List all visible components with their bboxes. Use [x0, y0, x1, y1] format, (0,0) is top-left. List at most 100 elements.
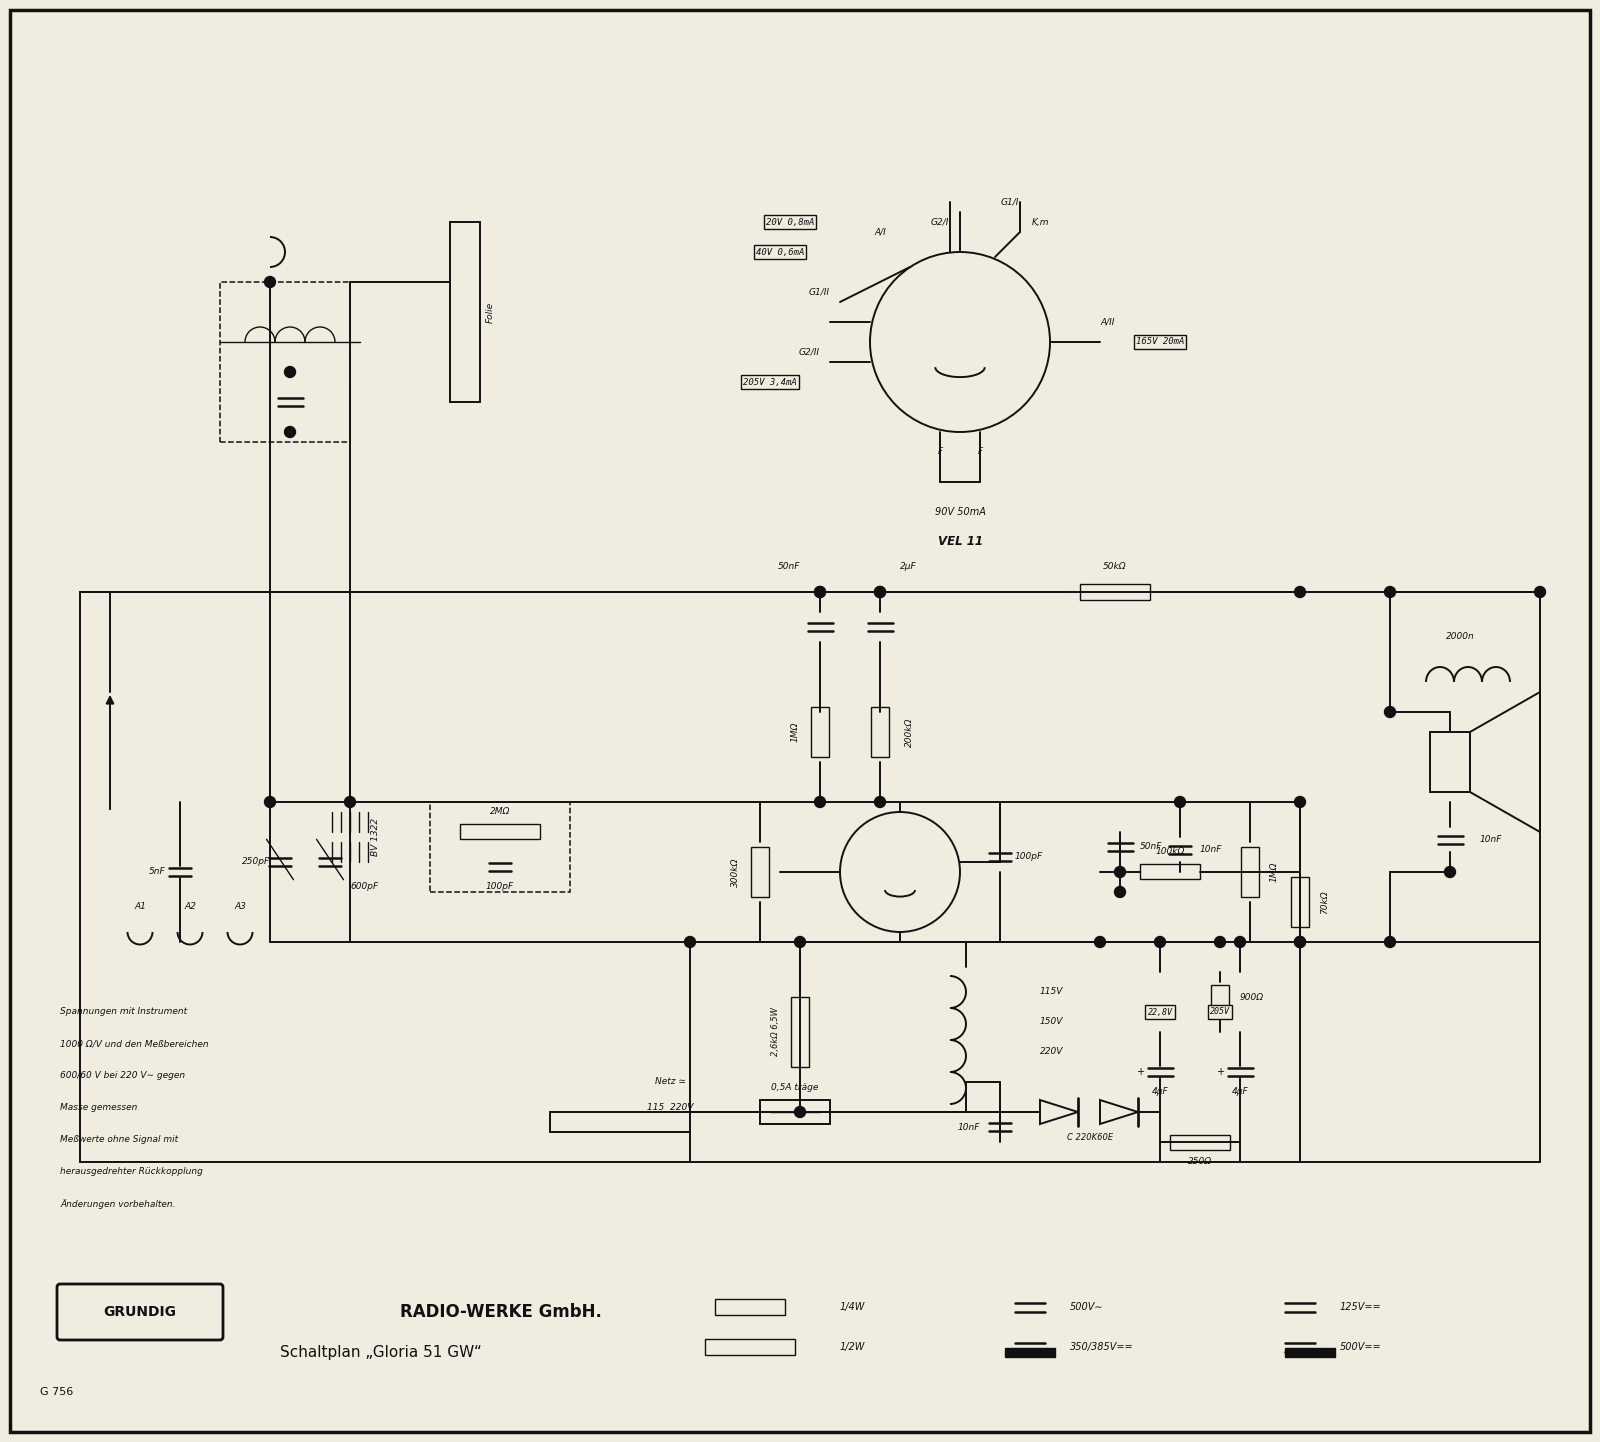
Text: 90V 50mA: 90V 50mA: [934, 508, 986, 518]
Text: A3: A3: [234, 903, 246, 911]
Text: 40V 0,6mA: 40V 0,6mA: [755, 248, 805, 257]
Text: 4µF: 4µF: [1152, 1087, 1168, 1096]
Text: 165V 20mA: 165V 20mA: [1136, 337, 1184, 346]
Circle shape: [875, 587, 885, 597]
Text: K,m: K,m: [1032, 218, 1048, 226]
Polygon shape: [1470, 692, 1539, 832]
Text: herausgedrehter Rückkopplung: herausgedrehter Rückkopplung: [61, 1168, 203, 1177]
Text: VEL 11: VEL 11: [938, 535, 982, 548]
Text: 100pF: 100pF: [1014, 852, 1043, 861]
Circle shape: [1094, 936, 1106, 947]
Text: F: F: [978, 447, 982, 457]
Circle shape: [1294, 936, 1306, 947]
Text: 500V==: 500V==: [1341, 1343, 1382, 1353]
Text: 10nF: 10nF: [958, 1122, 979, 1132]
Text: 50nF: 50nF: [778, 562, 800, 571]
Bar: [1285, 1348, 1334, 1357]
Circle shape: [1115, 867, 1125, 878]
Text: G1/I: G1/I: [1002, 198, 1019, 206]
Text: A1: A1: [134, 903, 146, 911]
Text: 50kΩ: 50kΩ: [1102, 562, 1126, 571]
Text: +: +: [1138, 1067, 1146, 1077]
Bar: [1211, 985, 1229, 1009]
Bar: [750, 846, 770, 897]
Bar: [790, 996, 810, 1067]
Text: 50nF: 50nF: [1139, 842, 1162, 851]
Circle shape: [685, 936, 696, 947]
Circle shape: [814, 796, 826, 808]
Text: 600/60 V bei 220 V∼ gegen: 600/60 V bei 220 V∼ gegen: [61, 1071, 186, 1080]
Text: 4µF: 4µF: [1232, 1087, 1248, 1096]
Circle shape: [285, 366, 296, 378]
Circle shape: [814, 587, 826, 597]
Text: Meßwerte ohne Signal mit: Meßwerte ohne Signal mit: [61, 1135, 178, 1145]
Text: A/II: A/II: [1101, 317, 1114, 326]
Polygon shape: [1040, 1100, 1078, 1123]
Circle shape: [344, 796, 355, 808]
Text: G2/II: G2/II: [798, 348, 819, 356]
Text: RADIO-WERKE GmbH.: RADIO-WERKE GmbH.: [400, 1304, 602, 1321]
Text: 2µF: 2µF: [899, 562, 917, 571]
Text: 10nF: 10nF: [1200, 845, 1222, 855]
Circle shape: [1174, 796, 1186, 808]
Text: G1/II: G1/II: [810, 287, 830, 297]
Text: GRUNDIG: GRUNDIG: [104, 1305, 176, 1319]
Bar: [870, 707, 890, 757]
Circle shape: [1115, 887, 1125, 897]
Bar: [811, 707, 829, 757]
Circle shape: [1534, 587, 1546, 597]
Circle shape: [1384, 936, 1395, 947]
Text: F: F: [938, 447, 942, 457]
Text: Änderungen vorbehalten.: Änderungen vorbehalten.: [61, 1200, 176, 1208]
Text: 250Ω: 250Ω: [1187, 1158, 1213, 1167]
Text: 350/385V==: 350/385V==: [1070, 1343, 1134, 1353]
Text: 1000 Ω/V und den Meßbereichen: 1000 Ω/V und den Meßbereichen: [61, 1040, 208, 1048]
Text: Folie: Folie: [485, 301, 494, 323]
Circle shape: [285, 427, 296, 437]
Circle shape: [264, 796, 275, 808]
Text: C 220K60E: C 220K60E: [1067, 1132, 1114, 1142]
Text: 22,8V: 22,8V: [1147, 1008, 1173, 1017]
Text: 900Ω: 900Ω: [1240, 992, 1264, 1002]
Text: A2: A2: [184, 903, 195, 911]
Text: 10nF: 10nF: [1480, 835, 1502, 845]
Bar: [715, 1299, 786, 1315]
Circle shape: [1384, 587, 1395, 597]
Bar: [706, 1340, 795, 1355]
Bar: [221, 283, 350, 443]
Text: 70kΩ: 70kΩ: [1320, 890, 1330, 914]
Text: 220V: 220V: [1040, 1047, 1064, 1057]
Text: 500V∼: 500V∼: [1070, 1302, 1104, 1312]
Bar: [1005, 1348, 1054, 1357]
Text: 150V: 150V: [1040, 1018, 1064, 1027]
Circle shape: [875, 796, 885, 808]
Text: 100pF: 100pF: [486, 883, 514, 891]
Text: 125V==: 125V==: [1341, 1302, 1382, 1312]
Text: 2000n: 2000n: [1446, 633, 1474, 642]
Text: Netz ≃: Netz ≃: [654, 1077, 685, 1086]
Circle shape: [264, 277, 275, 287]
Circle shape: [795, 1106, 805, 1118]
Text: 115V: 115V: [1040, 988, 1064, 996]
Text: BV 1322: BV 1322: [371, 818, 379, 857]
Circle shape: [1445, 867, 1456, 878]
Text: 2,6kΩ 6,5W: 2,6kΩ 6,5W: [771, 1008, 781, 1057]
Text: G2/I: G2/I: [931, 218, 949, 226]
Polygon shape: [1101, 1100, 1138, 1123]
Text: 20V 0,8mA: 20V 0,8mA: [766, 218, 814, 226]
Text: 0,5A träge: 0,5A träge: [771, 1083, 819, 1092]
Bar: [461, 825, 541, 839]
Circle shape: [1384, 707, 1395, 718]
Circle shape: [875, 587, 885, 597]
Text: 1/4W: 1/4W: [840, 1302, 866, 1312]
Circle shape: [795, 936, 805, 947]
Bar: [1170, 1135, 1230, 1149]
Text: 1MΩ: 1MΩ: [1270, 862, 1278, 883]
Text: 205V: 205V: [1210, 1008, 1230, 1017]
Text: Masse gemessen: Masse gemessen: [61, 1103, 138, 1112]
FancyBboxPatch shape: [58, 1283, 222, 1340]
Circle shape: [1294, 936, 1306, 947]
Bar: [1291, 877, 1309, 927]
Text: 5nF: 5nF: [149, 868, 165, 877]
Circle shape: [1155, 936, 1165, 947]
